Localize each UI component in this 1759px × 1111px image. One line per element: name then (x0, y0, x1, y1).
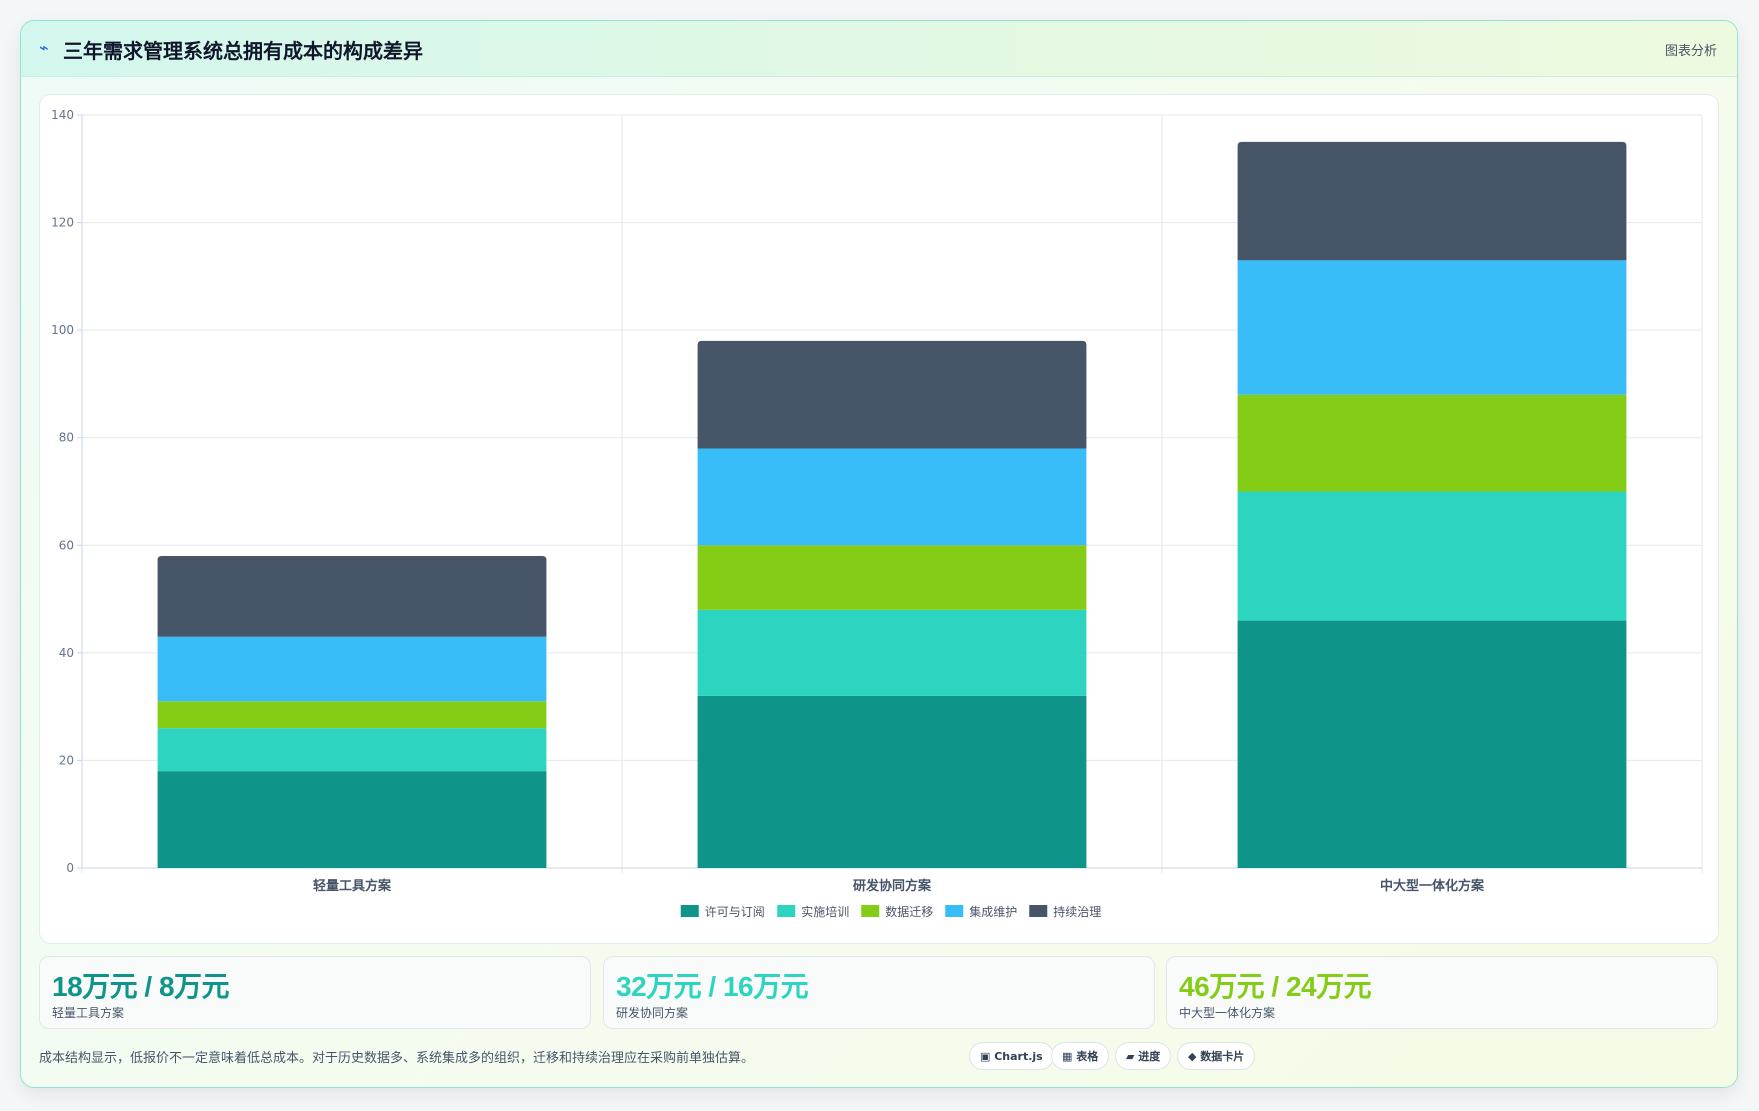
bar-segment (697, 448, 1087, 546)
chip-chartjs[interactable]: ▣ Chart.js (969, 1042, 1054, 1070)
chip-progress[interactable]: ▰ 进度 (1115, 1042, 1172, 1070)
legend-swatch (680, 905, 699, 917)
y-tick-label: 0 (66, 861, 74, 875)
bar-segment (1237, 394, 1627, 492)
bar-segment (157, 556, 547, 637)
page-title: 三年需求管理系统总拥有成本的构成差异 (63, 39, 423, 63)
bar-segment (1237, 620, 1627, 868)
chip-table[interactable]: ▦ 表格 (1051, 1042, 1110, 1070)
stacked-bar-chart: 0 20 40 60 80 100 120 140 轻量工具方案 研发协同方案 中大型一体化方案许可… (51, 108, 1703, 919)
kpi-value: 18万元 / 8万元 (52, 971, 230, 1002)
panel-header: ⌁ 三年需求管理系统总拥有成本的构成差异 图表分析 (21, 21, 1737, 77)
bar-segment (157, 636, 547, 702)
kpi-label: 轻量工具方案 (52, 1006, 125, 1020)
lightning-icon: ⌁ (39, 38, 49, 57)
kpi-card-collab: 32万元 / 16万元 研发协同方案 (603, 956, 1155, 1029)
bar-segment (1237, 491, 1627, 621)
chart-card: 0 20 40 60 80 100 120 140 轻量工具方案 研发协同方案 中大型一体化方案许可… (39, 94, 1719, 944)
x-tick-label: 研发协同方案 (853, 878, 932, 894)
y-tick-label: 20 (59, 753, 74, 767)
legend-swatch (861, 905, 880, 917)
legend-swatch (777, 905, 796, 917)
bar-segment (697, 695, 1087, 868)
kpi-value: 32万元 / 16万元 (616, 971, 809, 1002)
legend-label: 许可与订阅 (705, 905, 765, 919)
kpi-label: 研发协同方案 (616, 1006, 689, 1020)
bar-segment (697, 545, 1087, 610)
legend-label: 集成维护 (969, 904, 1017, 919)
bar-segment (1237, 260, 1627, 395)
bar-segment (157, 728, 547, 772)
y-tick-label: 60 (59, 538, 74, 552)
legend-swatch (1029, 905, 1048, 917)
y-tick-label: 80 (59, 431, 74, 445)
chip-data-card[interactable]: ◆ 数据卡片 (1177, 1042, 1256, 1070)
footnote: 成本结构显示，低报价不一定意味着低总成本。对于历史数据多、系统集成多的组织，迁移… (39, 1051, 755, 1066)
bar-segment (157, 771, 547, 868)
kpi-card-light: 18万元 / 8万元 轻量工具方案 (39, 956, 591, 1029)
legend-swatch (945, 905, 964, 917)
x-tick-label: 轻量工具方案 (313, 878, 392, 894)
kpi-label: 中大型一体化方案 (1179, 1006, 1276, 1020)
y-tick-label: 140 (51, 108, 74, 122)
chart-panel: ⌁ 三年需求管理系统总拥有成本的构成差异 图表分析 0 20 40 60 80 100 12… (20, 20, 1738, 1088)
bar-segment (1237, 141, 1627, 261)
legend-label: 持续治理 (1053, 904, 1101, 919)
kpi-card-enterprise: 46万元 / 24万元 中大型一体化方案 (1166, 956, 1718, 1029)
y-tick-label: 100 (51, 323, 74, 337)
legend-label: 数据迁移 (885, 904, 933, 919)
bar-segment (157, 701, 547, 729)
bar-segment (697, 340, 1087, 449)
legend-label: 实施培训 (801, 904, 849, 919)
chart-analysis-link[interactable]: 图表分析 (1664, 44, 1717, 59)
y-tick-label: 120 (51, 216, 74, 230)
bar-segment (697, 609, 1087, 696)
x-tick-label: 中大型一体化方案 (1380, 878, 1485, 894)
kpi-value: 46万元 / 24万元 (1179, 971, 1372, 1002)
y-tick-label: 40 (59, 646, 74, 660)
